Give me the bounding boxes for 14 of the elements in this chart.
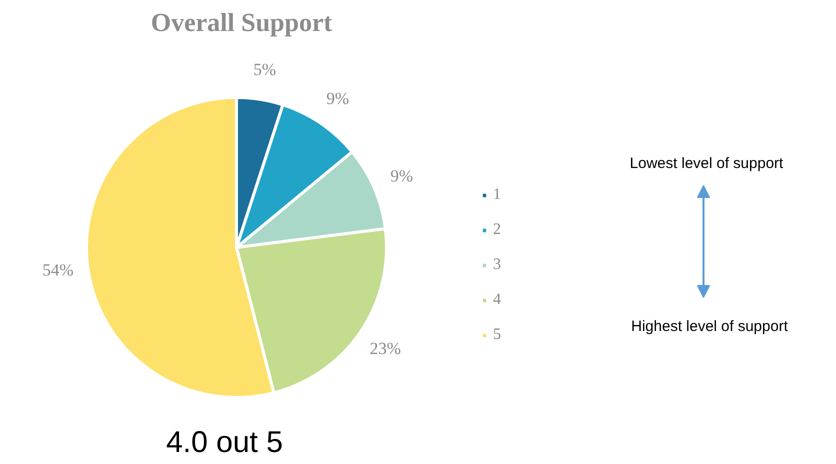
- text: Lowest level of support: [630, 155, 784, 172]
- data-label: 54%: [42, 260, 74, 280]
- text: 4.0 out 5: [166, 426, 283, 459]
- legend-label: 2: [493, 221, 502, 239]
- chart-title: Overall Support: [150, 8, 332, 37]
- data-label: 5%: [253, 60, 276, 80]
- legend-label: 4: [493, 291, 502, 309]
- data-label: 23%: [370, 339, 401, 358]
- legend-label: 1: [493, 186, 502, 204]
- legend-label: 5: [493, 326, 502, 344]
- data-label: 9%: [390, 166, 414, 186]
- text: Highest level of support: [631, 318, 789, 335]
- legend-label: 3: [493, 256, 502, 274]
- data-label: 9%: [326, 89, 350, 108]
